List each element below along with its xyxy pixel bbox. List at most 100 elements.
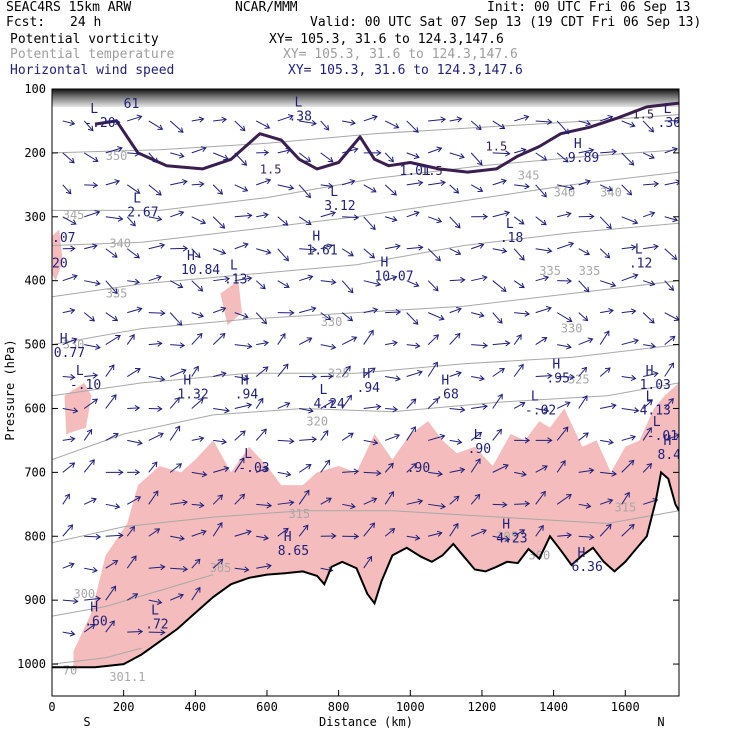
wind-vector bbox=[191, 586, 201, 601]
wind-vector bbox=[191, 365, 199, 377]
wind-vector bbox=[298, 337, 313, 346]
wind-vector bbox=[298, 184, 312, 199]
theta-contour-label: 345 bbox=[63, 208, 85, 222]
wind-vector bbox=[642, 427, 652, 441]
wind-vector bbox=[449, 467, 466, 474]
wind-vector bbox=[148, 405, 163, 412]
wind-vector bbox=[126, 496, 142, 505]
wind-vector bbox=[599, 523, 612, 537]
wind-vector bbox=[428, 116, 447, 123]
wind-vector bbox=[213, 306, 227, 314]
wind-vector bbox=[514, 114, 530, 122]
wind-vector bbox=[169, 280, 184, 289]
wind-vector bbox=[513, 334, 522, 345]
wind-vector bbox=[406, 210, 420, 218]
wind-vector bbox=[406, 120, 419, 133]
wind-vector bbox=[363, 469, 382, 477]
wind-vector bbox=[105, 585, 117, 601]
wind-vector bbox=[471, 528, 487, 537]
extremum-value: -.20 bbox=[84, 116, 115, 131]
wind-vector bbox=[170, 565, 189, 573]
wind-vector bbox=[578, 120, 592, 127]
wind-vector bbox=[213, 152, 229, 161]
wind-vector bbox=[191, 558, 201, 569]
wind-vector bbox=[599, 184, 613, 192]
wind-vector bbox=[148, 309, 166, 317]
wind-vector bbox=[83, 459, 95, 473]
theta-contour-label: 325 bbox=[328, 366, 350, 380]
wind-vector bbox=[83, 398, 99, 409]
field-name-pv: Potential vorticity bbox=[10, 32, 159, 47]
wind-vector bbox=[535, 524, 544, 537]
wind-vector bbox=[535, 465, 548, 473]
wind-vector bbox=[277, 248, 290, 262]
extremum-value: .36 bbox=[658, 116, 681, 131]
wind-vector bbox=[557, 241, 575, 250]
wind-vector bbox=[406, 152, 420, 159]
wind-vector bbox=[213, 248, 227, 255]
wind-vector bbox=[62, 524, 74, 537]
wind-vector bbox=[277, 401, 291, 409]
wind-vector bbox=[643, 180, 660, 188]
extremum-value: -.02 bbox=[525, 403, 556, 418]
wind-vector bbox=[470, 458, 481, 473]
wind-vector bbox=[621, 338, 640, 346]
extremum-value: 61 bbox=[124, 97, 140, 112]
wind-vector bbox=[449, 406, 466, 413]
wind-vector bbox=[384, 152, 395, 163]
wind-vector bbox=[299, 407, 314, 414]
pv-contour-label: 1.5 bbox=[486, 140, 508, 154]
wind-vector bbox=[449, 152, 465, 160]
wind-vector bbox=[105, 560, 119, 569]
wind-vector bbox=[621, 273, 639, 282]
wind-vector bbox=[427, 361, 438, 377]
wind-vector bbox=[234, 212, 253, 219]
wind-vector bbox=[406, 426, 416, 441]
wind-vector bbox=[513, 280, 525, 289]
wind-vector bbox=[256, 212, 269, 219]
wind-vector bbox=[83, 623, 96, 633]
wind-vector bbox=[277, 280, 290, 288]
y-tick-label: 700 bbox=[24, 465, 46, 479]
wind-vector bbox=[105, 394, 117, 409]
wind-vector bbox=[148, 215, 163, 222]
wind-vector bbox=[62, 119, 76, 126]
moisture-region bbox=[52, 229, 63, 281]
wind-vector bbox=[256, 149, 270, 156]
org-label: NCAR/MMM bbox=[235, 0, 298, 15]
wind-vector bbox=[191, 248, 201, 259]
wind-vector bbox=[513, 401, 526, 409]
field-name-theta: Potential temperature bbox=[10, 47, 175, 62]
wind-vector bbox=[363, 307, 379, 314]
wind-vector bbox=[557, 343, 572, 350]
extremum-value: 10.84 bbox=[181, 263, 220, 278]
wind-vector bbox=[234, 430, 246, 441]
wind-vector bbox=[170, 535, 185, 542]
wind-vector bbox=[191, 332, 203, 345]
wind-vector bbox=[470, 431, 483, 441]
wind-vector bbox=[342, 533, 360, 540]
wind-vector bbox=[643, 371, 659, 378]
wind-vector bbox=[126, 184, 141, 194]
y-axis-label: Pressure (hPa) bbox=[3, 339, 17, 440]
wind-vector bbox=[449, 370, 462, 377]
wind-vector bbox=[664, 117, 679, 124]
wind-vector bbox=[406, 312, 419, 325]
wind-vector bbox=[298, 152, 312, 163]
field-xy-wind: XY= 105.3, 31.6 to 124.3,147.6 bbox=[288, 63, 523, 78]
wind-vector bbox=[578, 312, 589, 322]
wind-vector bbox=[342, 503, 356, 510]
wind-vector bbox=[578, 179, 591, 186]
wind-vector bbox=[535, 490, 546, 505]
wind-vector bbox=[342, 214, 360, 221]
extremum-value: 8.4 bbox=[658, 448, 682, 463]
wind-vector bbox=[578, 502, 592, 509]
wind-vector bbox=[535, 306, 552, 314]
extremum-value: .94 bbox=[357, 381, 381, 396]
wind-vector bbox=[127, 114, 143, 122]
wind-vector bbox=[191, 471, 208, 478]
wind-vector bbox=[320, 343, 337, 350]
wind-vector bbox=[492, 393, 503, 409]
wind-vector bbox=[256, 248, 272, 255]
wind-vector bbox=[234, 529, 252, 537]
